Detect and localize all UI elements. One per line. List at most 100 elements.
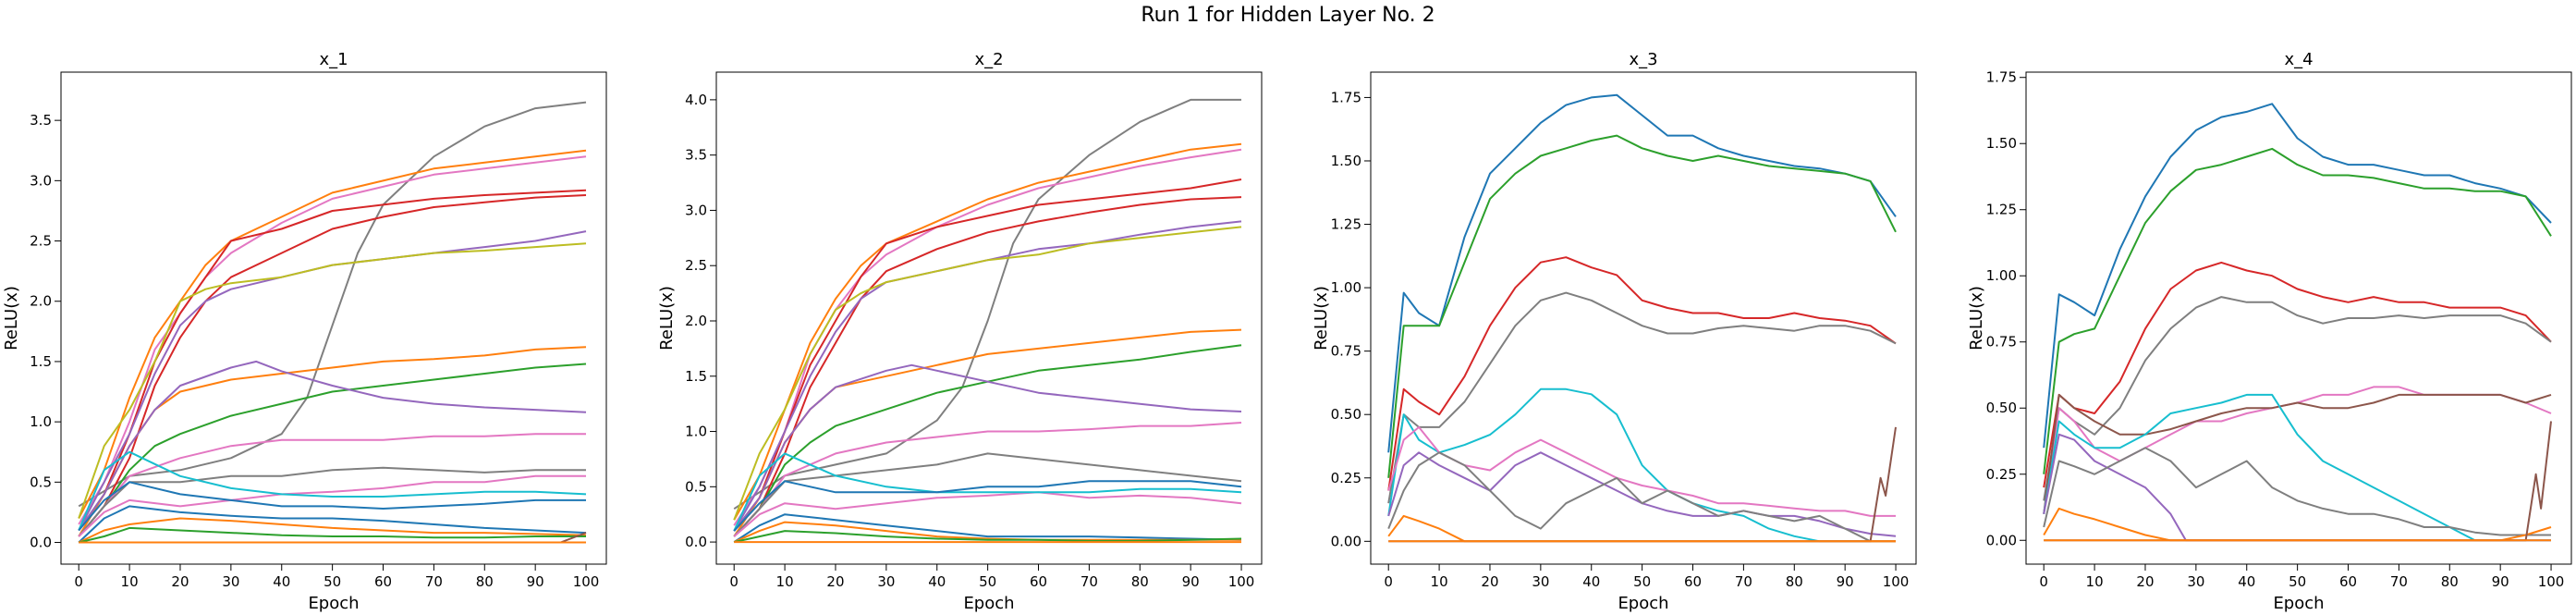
series-line-3 [2043,261,2552,488]
axes-frame [715,71,1263,565]
series-line-13 [78,474,586,537]
series-line-11 [733,422,1242,537]
y-tick-label: 4.0 [685,92,707,108]
x-tick-label: 80 [476,573,494,590]
x-tick-label: 50 [2289,573,2306,590]
series-line-3 [1387,256,1897,491]
x-axis-label: Epoch [308,594,359,613]
x-tick-label: 100 [2538,573,2565,590]
x-tick-label: 0 [2039,573,2048,590]
y-axis-label: ReLU(x) [1312,286,1331,351]
series-line-3 [733,148,1242,526]
x-tick-label: 50 [324,573,341,590]
series-line-11 [2044,421,2552,542]
x-tick-label: 0 [1384,573,1393,590]
y-tick-label: 3.0 [30,172,52,189]
y-tick-label: 1.75 [1331,89,1361,105]
x-tick-label: 50 [1633,573,1651,590]
series-line-5 [2043,386,2552,514]
series-line-1 [78,101,587,508]
series-line-10 [2043,507,2552,542]
x-tick-label: 10 [121,573,139,590]
series-line-6 [733,220,1242,532]
y-tick-label: 0.00 [1986,532,2017,548]
y-tick-label: 2.0 [30,293,52,310]
series-line-18 [733,530,1242,544]
y-tick-label: 1.5 [30,353,52,370]
series-line-4 [1387,291,1897,504]
axes-frame [60,71,607,565]
x-axis-label: Epoch [1618,594,1668,613]
x-tick-label: 90 [1182,573,1200,590]
series-group [733,98,1242,544]
series-line-5 [1387,387,1896,543]
series-line-5 [733,196,1242,537]
x-tick-label: 100 [1228,573,1255,590]
y-tick-label: 1.25 [1331,216,1361,233]
y-tick-label: 1.50 [1986,135,2017,152]
series-line-14 [78,450,587,531]
y-tick-label: 3.5 [685,147,707,164]
series-line-15 [78,481,586,532]
y-tick-label: 1.0 [685,424,707,440]
series-line-6 [78,230,587,531]
series-line-9 [1387,514,1896,543]
x-tick-label: 40 [273,573,290,590]
x-tick-label: 90 [527,573,544,590]
y-tick-label: 0.25 [1331,470,1361,486]
x-tick-label: 60 [374,573,392,590]
series-line-1 [2043,103,2552,449]
series-line-10 [78,360,587,532]
y-tick-label: 0.50 [1331,406,1361,423]
y-tick-label: 0.75 [1331,343,1361,360]
subplot-x_2: 0 10 20 30 40 50 60 70 80 90 100 0.0 0.5 1.0 1.5 2.0 2.5… [657,50,1263,613]
y-tick-label: 2.5 [30,233,52,250]
series-line-11 [78,433,586,537]
y-tick-label: 0.25 [1986,466,2017,483]
x-axis-label: Epoch [2273,594,2324,613]
x-tick-label: 0 [729,573,739,590]
series-line-16 [733,513,1242,543]
axes-frame [2025,71,2572,565]
subplot-title: x_2 [974,50,1003,69]
x-tick-label: 30 [2187,573,2204,590]
x-tick-label: 60 [2339,573,2357,590]
series-line-9 [78,363,587,537]
x-tick-label: 60 [1030,573,1047,590]
x-tick-label: 90 [1837,573,1854,590]
subplot-x_3: 0 10 20 30 40 50 60 70 80 90 100 0.00 0.25 0.50 0.75 1.… [1312,50,1917,613]
y-tick-label: 1.25 [1986,202,2017,218]
x-axis-label: Epoch [963,594,1014,613]
y-tick-label: 2.0 [685,313,707,329]
y-tick-label: 0.0 [30,535,52,551]
series-line-6 [2043,393,2552,514]
y-tick-label: 1.75 [1986,69,2017,86]
subplot-x_1: 0 10 20 30 40 50 60 70 80 90 100 0.0 0.5 1.0 1.5 2.0 2.5… [2,50,607,613]
x-tick-label: 70 [2390,573,2408,590]
series-line-4 [2043,296,2552,501]
x-tick-label: 40 [928,573,946,590]
series-line-3 [78,155,587,525]
series-line-2 [2043,147,2552,474]
y-tick-label: 1.00 [1986,267,2017,284]
x-tick-label: 70 [1735,573,1752,590]
x-tick-label: 30 [222,573,239,590]
y-tick-label: 0.50 [1986,400,2017,416]
x-tick-label: 100 [1883,573,1910,590]
series-line-7 [733,226,1242,521]
subplot-title: x_1 [319,50,348,69]
x-tick-label: 20 [171,573,189,590]
y-tick-label: 0.75 [1986,334,2017,351]
x-tick-label: 60 [1684,573,1702,590]
series-group [2043,103,2552,542]
x-tick-label: 20 [826,573,844,590]
y-tick-label: 0.0 [685,534,707,550]
x-tick-label: 40 [2238,573,2255,590]
y-tick-label: 1.00 [1331,279,1361,296]
series-line-2 [78,149,587,519]
x-tick-label: 10 [1431,573,1448,590]
series-line-8 [1387,451,1896,543]
x-tick-label: 80 [1786,573,1803,590]
series-line-9 [2043,447,2551,536]
subplot-title: x_3 [1629,50,1657,69]
